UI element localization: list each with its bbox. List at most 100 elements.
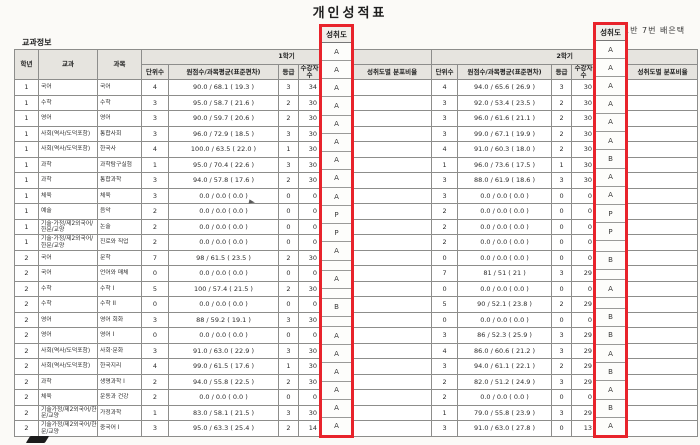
sem2-students-cell: 29 xyxy=(571,404,597,422)
sem2-rank-cell: 3 xyxy=(551,404,573,422)
sem2-score-cell: 0.0 / 0.0 ( 0.0 ) xyxy=(457,218,553,236)
sem2-distribution-cell xyxy=(627,110,699,127)
subject-area-cell: 사회(역사/도덕포함) xyxy=(38,342,98,360)
subject-area-cell: 사회(역사/도덕포함) xyxy=(38,125,98,143)
sem1-students-cell: 30 xyxy=(298,280,321,298)
grade-cell: 1 xyxy=(14,218,39,236)
sem2-students-cell: 0 xyxy=(571,311,597,329)
subject-cell: 생명과학 I xyxy=(97,373,142,391)
sem1-distribution-cell xyxy=(351,110,433,127)
sem2-distribution-cell xyxy=(627,311,699,329)
header-sem1-students: 수강자수 xyxy=(298,63,321,81)
achievement-cell xyxy=(596,298,625,309)
sem2-distribution-cell xyxy=(627,249,699,267)
achievement-cell: A xyxy=(322,345,351,364)
header-subject: 과목 xyxy=(97,48,142,81)
achievement-cell: A xyxy=(322,134,351,152)
sem1-units-cell: 3 xyxy=(141,420,169,437)
table-header-group-row: 학년 교과 과목 1학기 2학기 xyxy=(14,48,699,81)
sem1-distribution-cell xyxy=(351,296,433,313)
sem1-score-cell: 94.0 / 57.8 ( 17.6 ) xyxy=(168,172,279,189)
sem2-students-cell: 29 xyxy=(571,327,597,344)
sem1-score-cell: 0.0 / 0.0 ( 0.0 ) xyxy=(168,187,279,205)
sem2-units-cell: 0 xyxy=(431,249,459,267)
sem1-units-cell: 0 xyxy=(141,265,169,282)
grade-cell: 1 xyxy=(14,172,39,189)
sem1-units-cell: 4 xyxy=(141,358,169,375)
sem1-distribution-cell xyxy=(351,156,433,174)
sem2-rank-cell: 2 xyxy=(551,358,573,375)
sem1-rank-cell: 0 xyxy=(278,187,299,205)
header-sem1-units: 단위수 xyxy=(141,63,169,81)
achievement-cell: B xyxy=(596,327,625,345)
ink-mark xyxy=(25,436,50,443)
sem2-units-cell: 3 xyxy=(431,125,459,143)
sem1-units-cell: 3 xyxy=(141,94,169,112)
achievement-cell: A xyxy=(322,170,351,188)
table-row: 2 영어 영어 회화 3 88 / 59.2 ( 19.1 ) 3 30 0 0.0 / 0.0… xyxy=(14,311,699,329)
grade-cell: 1 xyxy=(14,79,39,96)
sem1-rank-cell: 0 xyxy=(278,389,299,406)
sem1-rank-cell: 0 xyxy=(278,234,299,251)
sem1-units-cell: 3 xyxy=(141,110,169,127)
header-sem1-rank: 등급 xyxy=(278,63,299,81)
sem2-students-cell: 30 xyxy=(571,172,597,189)
sem2-units-cell: 4 xyxy=(431,79,459,96)
sem1-units-cell: 3 xyxy=(141,125,169,143)
sem2-rank-cell: 3 xyxy=(551,327,573,344)
sem1-students-cell: 30 xyxy=(298,172,321,189)
sem2-students-cell: 13 xyxy=(571,420,597,437)
achievement-cell: A xyxy=(596,280,625,299)
sem1-rank-cell: 2 xyxy=(278,420,299,437)
sem2-rank-cell: 2 xyxy=(551,94,573,112)
sem2-students-cell: 0 xyxy=(571,234,597,251)
achievement-cell: A xyxy=(596,41,625,60)
sem2-distribution-cell xyxy=(627,280,699,298)
header-semester2: 2학기 xyxy=(431,49,699,65)
subject-cell: 언어와 매체 xyxy=(97,265,142,282)
sem1-units-cell: 4 xyxy=(141,79,169,96)
sem1-rank-cell: 3 xyxy=(278,125,299,143)
sem1-distribution-cell xyxy=(351,187,433,205)
subject-cell: 과학탐구실험 xyxy=(97,156,142,174)
sem2-units-cell: 3 xyxy=(431,172,459,189)
grade-cell: 2 xyxy=(14,249,39,267)
grade-cell: 2 xyxy=(14,311,39,329)
sem1-students-cell: 14 xyxy=(298,420,321,437)
header-semester1: 1학기 xyxy=(140,49,433,65)
sem1-rank-cell: 3 xyxy=(278,79,299,96)
sem2-students-cell: 30 xyxy=(571,79,597,96)
sem1-students-cell: 34 xyxy=(298,79,321,96)
subject-area-cell: 과학 xyxy=(38,373,98,391)
sem1-distribution-cell xyxy=(351,404,433,422)
subject-cell: 수학 I xyxy=(97,280,142,298)
sem2-distribution-cell xyxy=(627,187,699,205)
header-sem1-distribution: 성취도별 분포비율 xyxy=(351,63,433,81)
sem1-rank-cell: 0 xyxy=(278,265,299,282)
sem1-distribution-cell xyxy=(351,218,433,236)
sem1-score-cell: 0.0 / 0.0 ( 0.0 ) xyxy=(168,234,279,251)
achievement-cell: A xyxy=(322,116,351,134)
sem1-distribution-cell xyxy=(351,389,433,406)
sem2-score-cell: 79.0 / 55.8 ( 23.9 ) xyxy=(457,404,553,422)
sem2-distribution-cell xyxy=(627,342,699,360)
achievement-cell: A xyxy=(322,271,351,289)
sem1-distribution-cell xyxy=(351,79,433,96)
grade-cell: 2 xyxy=(14,265,39,282)
sem1-distribution-cell xyxy=(351,203,433,220)
header-sem2-students: 수강자수 xyxy=(571,63,597,81)
sem1-students-cell: 30 xyxy=(298,404,321,422)
sem1-score-cell: 0.0 / 0.0 ( 0.0 ) xyxy=(168,265,279,282)
sem1-students-cell: 30 xyxy=(298,156,321,174)
grade-cell: 1 xyxy=(14,141,39,158)
achievement-cell: A xyxy=(322,79,351,98)
sem1-rank-cell: 2 xyxy=(278,280,299,298)
header-subject-area: 교과 xyxy=(38,48,98,81)
sem1-students-cell: 0 xyxy=(298,218,321,236)
sem2-units-cell: 3 xyxy=(431,94,459,112)
subject-cell: 국어 xyxy=(97,79,142,96)
sem1-rank-cell: 2 xyxy=(278,172,299,189)
subject-area-cell: 영어 xyxy=(38,110,98,127)
sem2-score-cell: 81 / 51 ( 21 ) xyxy=(457,265,553,282)
